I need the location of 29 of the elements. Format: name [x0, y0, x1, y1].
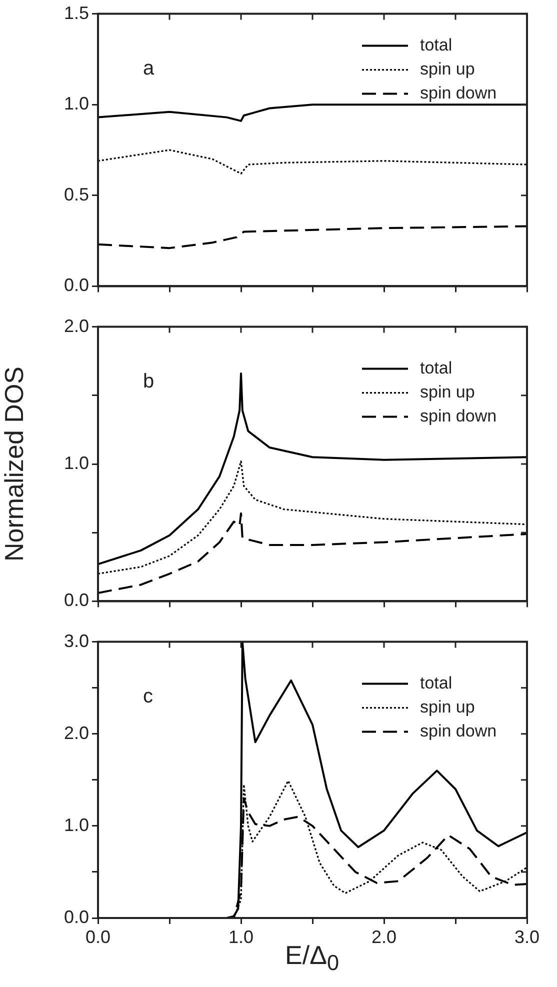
- legend-label: spin up: [420, 697, 475, 716]
- y-axis-title: Normalized DOS: [0, 366, 29, 562]
- annotation: a: [143, 57, 155, 80]
- y-tick-label: 3.0: [64, 630, 89, 651]
- annotation: b: [143, 370, 154, 392]
- legend-label: spin down: [420, 406, 497, 426]
- x-tick-label: 1.0: [228, 926, 254, 947]
- y-tick-label: 2.0: [64, 722, 89, 743]
- y-tick-label: 1.0: [64, 94, 89, 114]
- y-tick-label: 1.5: [64, 2, 89, 23]
- x-tick-label: 0.0: [85, 926, 111, 947]
- legend-label: spin down: [420, 721, 497, 740]
- y-tick-label: 1.0: [64, 452, 89, 473]
- y-tick-label: 0.0: [64, 590, 89, 610]
- y-tick-label: 0.5: [64, 184, 89, 204]
- legend-label: total: [420, 673, 452, 692]
- legend-label: total: [420, 35, 452, 54]
- legend-label: spin down: [420, 83, 497, 102]
- legend-label: total: [420, 358, 452, 378]
- x-tick-label: 3.0: [514, 926, 540, 947]
- annotation: c: [143, 685, 153, 708]
- y-tick-label: 2.0: [64, 316, 89, 336]
- y-tick-label: 0.0: [64, 906, 89, 927]
- legend-label: spin up: [420, 59, 475, 78]
- y-tick-label: 1.0: [64, 814, 89, 835]
- x-axis-title: E/Δ$_{0}$: [285, 940, 339, 976]
- y-tick-label: 0.0: [64, 275, 89, 296]
- legend-label: spin up: [420, 382, 475, 402]
- x-tick-label: 2.0: [371, 926, 397, 947]
